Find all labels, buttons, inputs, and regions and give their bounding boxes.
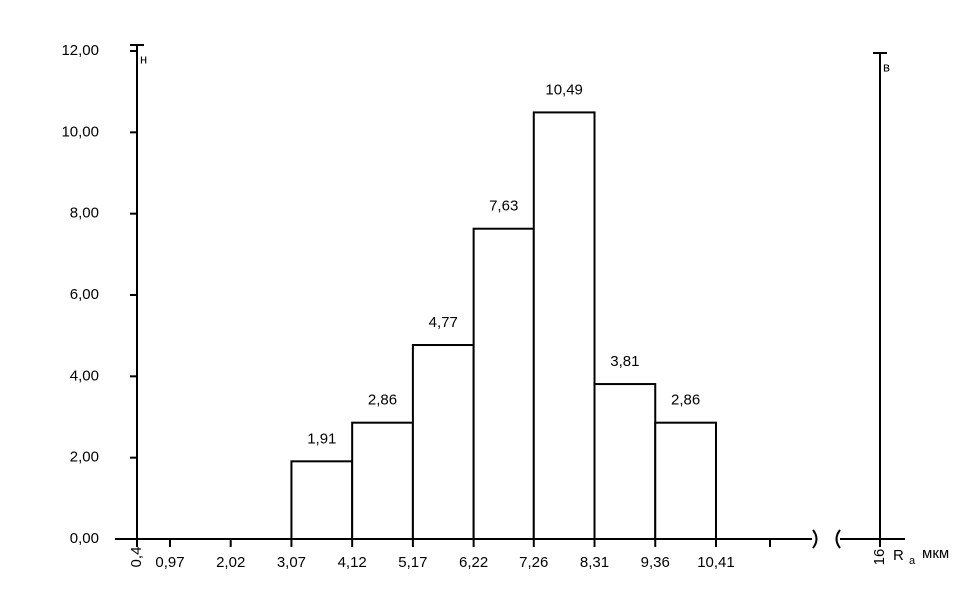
bar bbox=[351, 421, 414, 540]
x-axis-unit: мкм bbox=[922, 545, 949, 562]
x-tick-label: 4,12 bbox=[338, 554, 367, 571]
x-tick-label: 0,4 bbox=[128, 547, 145, 568]
value-label: 7,63 bbox=[489, 198, 518, 215]
value-label: 3,81 bbox=[610, 353, 639, 370]
value-label: 4,77 bbox=[429, 314, 458, 331]
x-axis-label: R bbox=[893, 547, 904, 564]
y-tick-label: 4,00 bbox=[70, 367, 99, 384]
y-tick-label: 6,00 bbox=[70, 286, 99, 303]
x-tick-label: 16 bbox=[871, 549, 888, 566]
bar bbox=[593, 383, 657, 540]
x-tick-label: 10,41 bbox=[697, 554, 735, 571]
bar bbox=[532, 111, 596, 540]
y-tick-label: 0,00 bbox=[70, 530, 99, 547]
bar bbox=[654, 421, 717, 540]
value-label: 10,49 bbox=[545, 81, 583, 98]
bar bbox=[290, 460, 354, 540]
axis-break bbox=[812, 529, 818, 549]
y-tick-label: 12,00 bbox=[61, 42, 99, 59]
value-label: 2,86 bbox=[671, 392, 700, 409]
axis-break bbox=[835, 529, 841, 549]
y-tick-label: 10,00 bbox=[61, 123, 99, 140]
value-label: 1,91 bbox=[307, 430, 336, 447]
x-tick-label: 7,26 bbox=[519, 554, 548, 571]
limit-label: в bbox=[883, 59, 890, 74]
x-axis-label-sub: а bbox=[909, 555, 916, 567]
x-tick-label: 9,36 bbox=[641, 554, 670, 571]
x-tick-label: 2,02 bbox=[216, 554, 245, 571]
x-tick-label: 8,31 bbox=[580, 554, 609, 571]
x-tick-label: 0,97 bbox=[155, 554, 184, 571]
value-label: 2,86 bbox=[368, 392, 397, 409]
x-tick-label: 5,17 bbox=[398, 554, 427, 571]
bar bbox=[472, 227, 535, 540]
limit-label: н bbox=[140, 51, 147, 66]
x-tick-label: 6,22 bbox=[459, 554, 488, 571]
x-tick-label: 3,07 bbox=[277, 554, 306, 571]
y-tick-label: 2,00 bbox=[70, 449, 99, 466]
y-tick-label: 8,00 bbox=[70, 205, 99, 222]
bar bbox=[411, 344, 475, 540]
